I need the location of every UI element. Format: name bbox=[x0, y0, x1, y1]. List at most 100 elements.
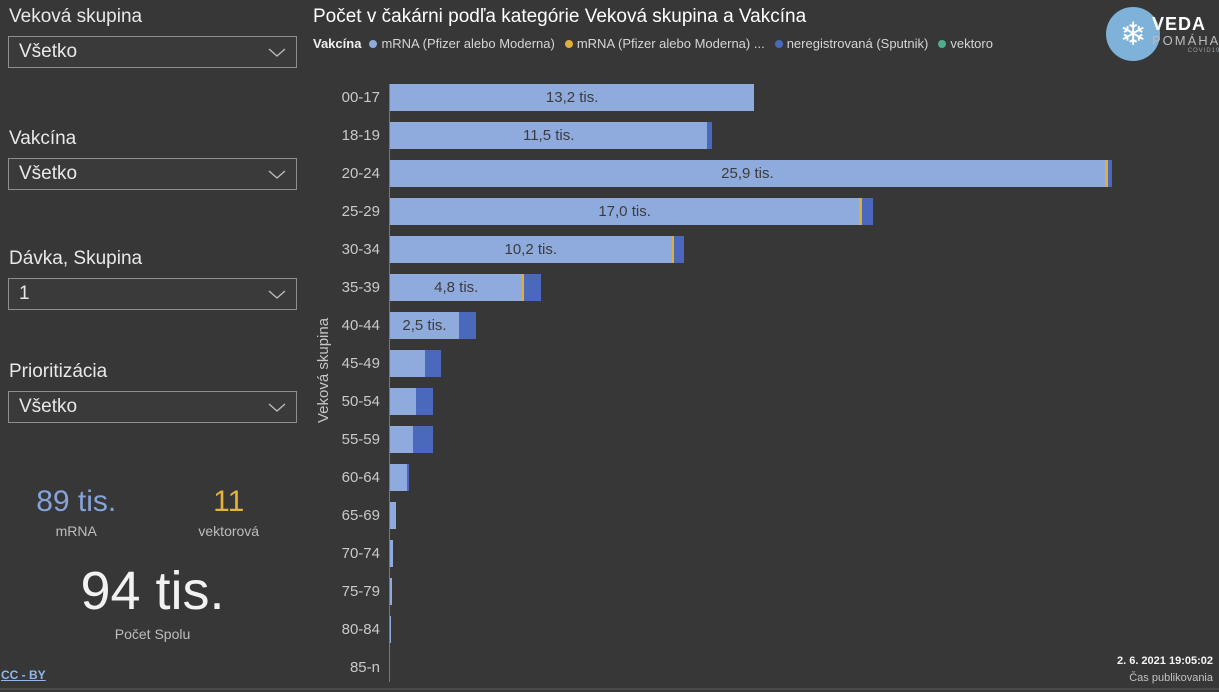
logo-line2: POMÁHA bbox=[1152, 32, 1219, 48]
bar-segment[interactable] bbox=[859, 198, 862, 225]
legend-dot-icon bbox=[774, 39, 783, 48]
bar-stack: 10,2 tis. bbox=[390, 236, 684, 263]
bar-segment[interactable] bbox=[390, 578, 392, 605]
publish-timestamp-label: Čas publikovania bbox=[1129, 672, 1213, 684]
filter-label-prioritization: Prioritizácia bbox=[9, 361, 108, 382]
kpi-mrna: 89 tis. mRNA bbox=[0, 485, 153, 540]
category-label: 25-29 bbox=[341, 203, 380, 220]
chart-row: 70-74 bbox=[313, 540, 1112, 567]
bar-stack bbox=[390, 388, 433, 415]
category-label: 50-54 bbox=[341, 393, 380, 410]
bar-segment[interactable] bbox=[671, 236, 675, 263]
bar-segment[interactable] bbox=[390, 160, 1105, 187]
chart-title: Počet v čakárni podľa kategórie Veková s… bbox=[313, 6, 807, 27]
page-bottom-edge bbox=[0, 688, 1219, 690]
bar-segment[interactable] bbox=[674, 236, 684, 263]
bar-segment[interactable] bbox=[390, 350, 425, 377]
chevron-down-icon bbox=[268, 170, 286, 179]
chart-row: 45-49 bbox=[313, 350, 1112, 377]
dose-group-dropdown[interactable]: 1 bbox=[8, 278, 297, 310]
chart-row: 55-59 bbox=[313, 426, 1112, 453]
vaccine-dropdown-value: Všetko bbox=[19, 163, 78, 184]
chevron-down-icon bbox=[268, 290, 286, 299]
kpi-total: 94 tis. Počet Spolu bbox=[0, 563, 305, 642]
chart-row: 30-34 10,2 tis. bbox=[313, 236, 1112, 263]
kpi-mrna-label: mRNA bbox=[55, 523, 97, 539]
bar-segment[interactable] bbox=[390, 502, 396, 529]
age-group-dropdown[interactable]: Všetko bbox=[8, 36, 297, 68]
category-label: 35-39 bbox=[341, 279, 380, 296]
bar-chart: 00-17 13,2 tis. 18-19 11,5 tis. 20-24 25,9 ti… bbox=[313, 84, 1112, 692]
legend-item[interactable]: mRNA (Pfizer alebo Moderna) ... bbox=[564, 36, 765, 51]
chevron-down-icon bbox=[268, 48, 286, 57]
bar-segment[interactable] bbox=[459, 312, 476, 339]
bar-segment[interactable] bbox=[390, 464, 407, 491]
legend-item-label: mRNA (Pfizer alebo Moderna) ... bbox=[576, 36, 765, 51]
bar-segment[interactable] bbox=[390, 198, 860, 225]
legend-item-label: mRNA (Pfizer alebo Moderna) bbox=[381, 36, 555, 51]
category-label: 70-74 bbox=[341, 545, 380, 562]
category-label: 75-79 bbox=[341, 583, 380, 600]
filter-label-vaccine: Vakcína bbox=[9, 128, 77, 149]
dose-group-dropdown-value: 1 bbox=[19, 283, 30, 304]
legend-item[interactable]: neregistrovaná (Sputnik) bbox=[774, 36, 928, 51]
age-group-dropdown-value: Všetko bbox=[19, 41, 78, 62]
bar-segment[interactable] bbox=[861, 198, 873, 225]
vaccine-dropdown[interactable]: Všetko bbox=[8, 158, 297, 190]
bar-stack bbox=[390, 540, 393, 567]
kpi-row: 89 tis. mRNA 11 vektorová bbox=[0, 485, 305, 540]
bar-segment[interactable] bbox=[1104, 160, 1108, 187]
category-label: 18-19 bbox=[341, 127, 380, 144]
bar-stack: 25,9 tis. bbox=[390, 160, 1112, 187]
publish-timestamp: 2. 6. 2021 19:05:02 bbox=[1116, 655, 1213, 667]
filter-label-age-group: Veková skupina bbox=[9, 6, 143, 27]
bar-segment[interactable] bbox=[390, 122, 708, 149]
chevron-down-icon bbox=[268, 403, 286, 412]
chart-legend: Vakcína mRNA (Pfizer alebo Moderna) mRNA … bbox=[313, 36, 1003, 51]
bar-segment[interactable] bbox=[524, 274, 541, 301]
chart-row: 20-24 25,9 tis. bbox=[313, 160, 1112, 187]
bar-segment[interactable] bbox=[416, 388, 433, 415]
bar-segment[interactable] bbox=[390, 540, 393, 567]
legend-item[interactable]: vektoro bbox=[938, 36, 993, 51]
bar-stack bbox=[390, 502, 396, 529]
chart-row: 65-69 bbox=[313, 502, 1112, 529]
bar-segment[interactable] bbox=[390, 388, 417, 415]
chart-row: 40-44 2,5 tis. bbox=[313, 312, 1112, 339]
chart-row: 60-64 bbox=[313, 464, 1112, 491]
bar-segment[interactable] bbox=[390, 616, 391, 643]
prioritization-dropdown[interactable]: Všetko bbox=[8, 391, 297, 423]
logo-line3: COVID19 bbox=[1187, 47, 1219, 54]
bar-segment[interactable] bbox=[424, 350, 442, 377]
bar-segment[interactable] bbox=[390, 236, 672, 263]
bar-segment[interactable] bbox=[707, 122, 712, 149]
bar-segment[interactable] bbox=[413, 426, 433, 453]
bar-segment[interactable] bbox=[522, 274, 525, 301]
category-label: 00-17 bbox=[341, 89, 380, 106]
category-label: 20-24 bbox=[341, 165, 380, 182]
bar-segment[interactable] bbox=[406, 464, 410, 491]
bar-stack: 13,2 tis. bbox=[390, 84, 755, 111]
chart-row: 00-17 13,2 tis. bbox=[313, 84, 1112, 111]
category-label: 30-34 bbox=[341, 241, 380, 258]
category-label: 85-n bbox=[349, 659, 380, 676]
bar-segment[interactable] bbox=[390, 84, 755, 111]
legend-item[interactable]: mRNA (Pfizer alebo Moderna) bbox=[369, 36, 555, 51]
bar-segment[interactable] bbox=[390, 312, 459, 339]
bar-stack bbox=[390, 578, 392, 605]
bar-segment[interactable] bbox=[390, 274, 523, 301]
category-label: 80-84 bbox=[341, 621, 380, 638]
logo-line1: VEDA bbox=[1152, 13, 1207, 34]
chart-row: 50-54 bbox=[313, 388, 1112, 415]
bar-stack bbox=[390, 350, 442, 377]
bar-stack bbox=[390, 616, 391, 643]
cc-by-link[interactable]: CC - BY bbox=[1, 668, 46, 682]
bar-segment[interactable] bbox=[1107, 160, 1112, 187]
chart-row: 35-39 4,8 tis. bbox=[313, 274, 1112, 301]
kpi-mrna-value: 89 tis. bbox=[36, 485, 117, 518]
filter-label-dose-group: Dávka, Skupina bbox=[9, 248, 143, 269]
kpi-total-value: 94 tis. bbox=[80, 561, 225, 621]
legend-item-label: vektoro bbox=[950, 36, 993, 51]
prioritization-dropdown-value: Všetko bbox=[19, 396, 78, 417]
bar-segment[interactable] bbox=[390, 426, 414, 453]
